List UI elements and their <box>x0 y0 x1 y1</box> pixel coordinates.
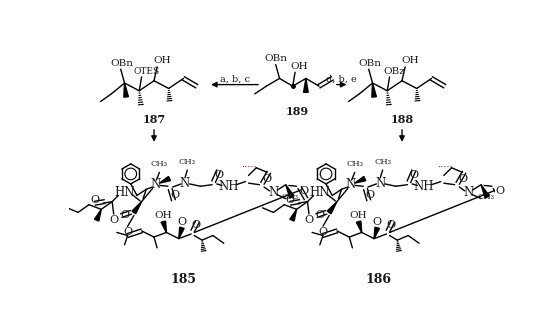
Text: O: O <box>305 215 314 225</box>
Polygon shape <box>124 83 128 97</box>
Text: N: N <box>464 186 474 199</box>
Text: O: O <box>91 195 100 205</box>
Text: CH₃: CH₃ <box>477 193 494 201</box>
Text: CH₃: CH₃ <box>151 160 168 168</box>
Text: OH: OH <box>290 62 308 71</box>
Text: OH: OH <box>153 56 170 65</box>
Text: O: O <box>262 173 272 184</box>
Text: a, b, c: a, b, c <box>219 75 250 84</box>
Text: 186: 186 <box>366 273 392 286</box>
Polygon shape <box>290 209 296 221</box>
Text: O: O <box>318 228 327 237</box>
Text: O: O <box>214 171 224 180</box>
Text: 188: 188 <box>390 114 414 125</box>
Text: 189: 189 <box>286 106 309 117</box>
Text: N: N <box>268 186 278 199</box>
Text: N: N <box>346 178 356 191</box>
Text: O: O <box>373 217 382 227</box>
Text: O: O <box>410 171 419 180</box>
Text: O: O <box>495 186 504 196</box>
Text: ·····: ····· <box>241 163 257 172</box>
Polygon shape <box>374 227 379 239</box>
Polygon shape <box>132 202 141 214</box>
Polygon shape <box>327 202 337 214</box>
Text: HN: HN <box>310 186 330 199</box>
Text: O: O <box>300 186 309 196</box>
Text: O: O <box>123 228 132 237</box>
Polygon shape <box>179 227 184 239</box>
Polygon shape <box>161 221 167 232</box>
Text: CH₃: CH₃ <box>346 160 363 168</box>
Polygon shape <box>160 176 170 183</box>
Text: O: O <box>191 220 200 230</box>
Text: N: N <box>151 178 161 191</box>
Text: NH: NH <box>414 180 434 193</box>
Polygon shape <box>355 176 366 183</box>
Text: CH₃: CH₃ <box>179 158 196 166</box>
Text: OTES: OTES <box>133 67 160 76</box>
Polygon shape <box>481 185 490 198</box>
Text: O: O <box>458 173 467 184</box>
Text: O: O <box>366 190 375 200</box>
Polygon shape <box>372 83 376 97</box>
Text: ·····: ····· <box>437 163 453 172</box>
Text: OBz: OBz <box>383 67 405 76</box>
Text: O: O <box>387 220 395 230</box>
Text: d, b, e: d, b, e <box>326 75 357 84</box>
Text: CH₃: CH₃ <box>374 158 391 166</box>
Text: NH: NH <box>218 180 239 193</box>
Text: OBn: OBn <box>264 54 287 63</box>
Text: N: N <box>375 177 386 190</box>
Polygon shape <box>304 78 308 92</box>
Text: OBn: OBn <box>110 59 133 68</box>
Text: OH: OH <box>155 211 172 220</box>
Polygon shape <box>286 185 294 198</box>
Text: N: N <box>180 177 190 190</box>
Text: O: O <box>170 190 179 200</box>
Polygon shape <box>95 209 101 221</box>
Polygon shape <box>356 221 362 232</box>
Text: O: O <box>286 195 295 205</box>
Text: OBn: OBn <box>358 59 381 68</box>
Text: 185: 185 <box>170 273 196 286</box>
Text: O: O <box>120 211 129 220</box>
Text: OH: OH <box>350 211 367 220</box>
Text: 187: 187 <box>142 114 166 125</box>
Text: O: O <box>315 211 324 220</box>
Text: HN: HN <box>114 186 135 199</box>
Text: O: O <box>109 215 118 225</box>
Text: O: O <box>177 217 186 227</box>
Text: CH₃: CH₃ <box>282 193 299 201</box>
Text: OH: OH <box>401 56 419 65</box>
